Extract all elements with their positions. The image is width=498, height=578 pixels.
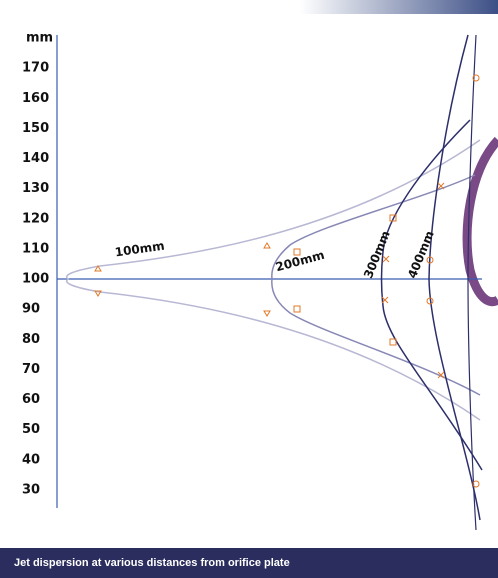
y-tick-label: 70	[22, 362, 40, 377]
y-tick-label: 90	[22, 302, 40, 317]
curve-label: 400mm	[405, 229, 437, 281]
curves	[67, 35, 482, 530]
y-tick-label: 140	[22, 151, 49, 166]
y-tick-label: 130	[22, 181, 49, 196]
y-tick-label: 50	[22, 422, 40, 437]
top-band	[300, 0, 498, 14]
y-axis-label: mm	[26, 31, 53, 46]
cross-markers	[382, 183, 444, 378]
orifice-plate	[467, 140, 498, 302]
y-tick-label: 80	[22, 332, 40, 347]
y-tick-label: 170	[22, 61, 49, 76]
y-tick-label: 100	[22, 272, 49, 287]
markers	[95, 75, 479, 487]
caption: Jet dispersion at various distances from…	[0, 548, 498, 578]
y-tick-label: 160	[22, 91, 49, 106]
curve-label: 300mm	[361, 229, 393, 281]
y-tick-label: 150	[22, 121, 49, 136]
page: {"chart_data": {"type": "line", "y_label…	[0, 0, 498, 578]
curve-label: 100mm	[114, 239, 166, 260]
chart: mm 30 40 50 60 70 80 90 100 110 120 130 140 150 160 17…	[0, 0, 498, 548]
curve-300	[382, 120, 483, 470]
y-tick-label: 120	[22, 211, 49, 226]
y-tick-label: 30	[22, 482, 40, 497]
y-tick-label: 60	[22, 392, 40, 407]
y-tick-label: 110	[22, 241, 49, 256]
y-tick-label: 40	[22, 452, 40, 467]
